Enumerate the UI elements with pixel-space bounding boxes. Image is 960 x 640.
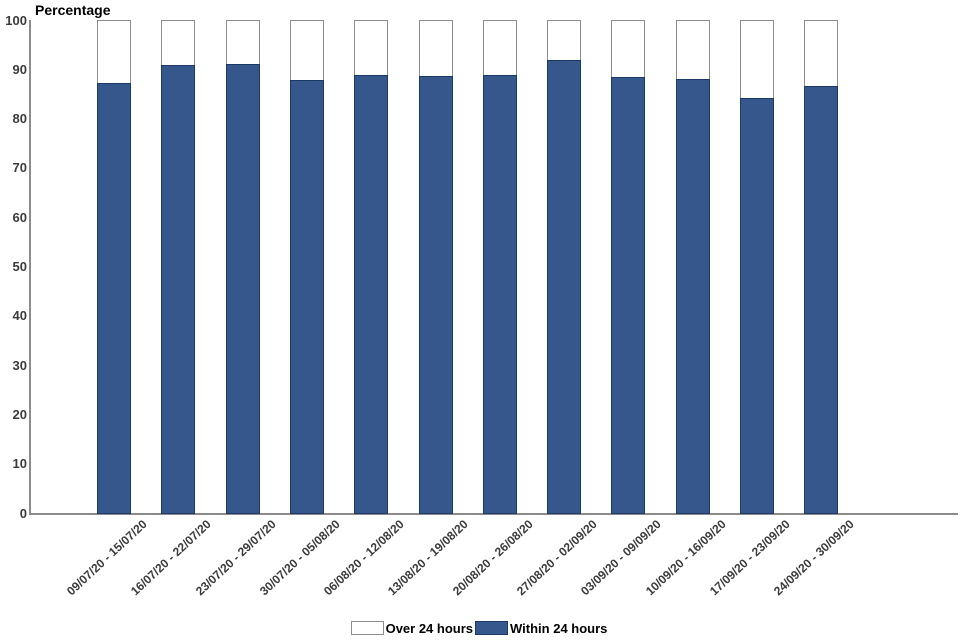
y-tick-label: 20 <box>12 406 27 422</box>
y-tick-label: 60 <box>12 209 27 225</box>
bar-segment-over-24-hours <box>740 20 774 514</box>
bar-segment-within-24-hours <box>804 85 838 514</box>
legend-swatch-within-24-hours <box>475 621 509 635</box>
bar-segment-over-24-hours <box>611 20 645 514</box>
bar-segment-over-24-hours <box>547 20 581 514</box>
legend: Over 24 hours Within 24 hours <box>0 619 960 637</box>
bar-segment-within-24-hours <box>676 79 710 514</box>
bar-segment-over-24-hours <box>290 20 324 514</box>
bar-segment-within-24-hours <box>226 64 260 514</box>
bar-segment-over-24-hours <box>161 20 195 514</box>
y-tick-label: 30 <box>12 357 27 373</box>
bar-segment-within-24-hours <box>97 83 131 514</box>
y-tick-label: 70 <box>12 160 27 176</box>
y-tick-label: 50 <box>12 259 27 274</box>
bar-segment-within-24-hours <box>354 75 388 514</box>
bar-segment-over-24-hours <box>419 20 453 514</box>
bar-segment-over-24-hours <box>97 20 131 514</box>
bar-segment-within-24-hours <box>547 60 581 514</box>
bar-segment-within-24-hours <box>161 65 195 514</box>
bar-segment-over-24-hours <box>676 20 710 514</box>
y-tick-label: 100 <box>5 12 27 28</box>
y-tick-label: 80 <box>12 111 27 127</box>
legend-swatch-over-24-hours <box>350 621 384 635</box>
y-tick-label: 90 <box>12 61 27 77</box>
bar-segment-within-24-hours <box>483 74 517 514</box>
bar-segment-over-24-hours <box>804 20 838 514</box>
legend-label-within-24-hours: Within 24 hours <box>510 620 608 636</box>
bar-segment-within-24-hours <box>419 76 453 514</box>
y-tick-label: 40 <box>12 308 27 324</box>
bar-segment-within-24-hours <box>740 98 774 514</box>
y-tick-label: 10 <box>12 456 27 472</box>
y-axis-title: Percentage <box>35 2 111 18</box>
bar-segment-over-24-hours <box>483 20 517 514</box>
y-tick-label: 0 <box>19 505 27 521</box>
y-axis-line <box>29 20 31 515</box>
bar-segment-over-24-hours <box>354 20 388 514</box>
bar-segment-within-24-hours <box>290 79 324 514</box>
legend-label-over-24-hours: Over 24 hours <box>385 620 474 636</box>
x-axis-line <box>30 513 958 515</box>
bar-segment-within-24-hours <box>611 76 645 514</box>
bar-segment-over-24-hours <box>226 20 260 514</box>
